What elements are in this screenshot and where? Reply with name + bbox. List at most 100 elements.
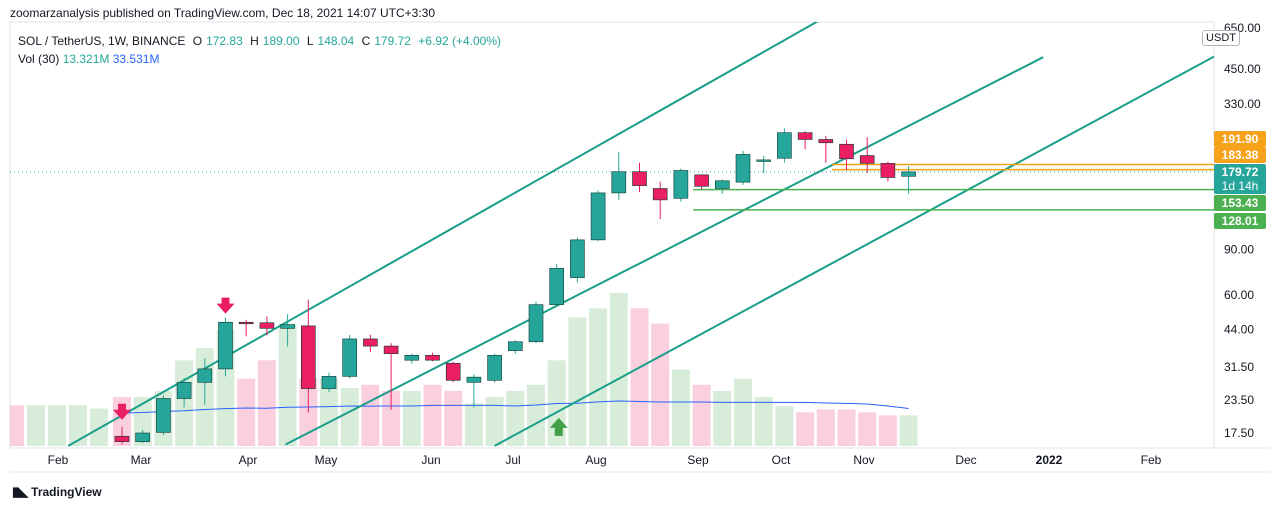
volume-bar (878, 415, 897, 446)
level-tag-128: 128.01 (1222, 214, 1259, 228)
low-value: 148.04 (317, 34, 355, 48)
channel-middle-line (285, 56, 1044, 446)
footer-brand[interactable]: ▮◣ TradingView (12, 484, 102, 500)
volume-bar (48, 405, 66, 446)
volume-bar (402, 390, 421, 446)
high-label: H (250, 34, 259, 48)
candle (590, 192, 606, 241)
candle (218, 321, 233, 370)
volume-bar (113, 397, 131, 446)
candle (425, 354, 440, 361)
price-tick-label: 60.00 (1224, 288, 1254, 302)
volume-bar (775, 406, 794, 446)
time-tick-label: Jul (505, 453, 520, 467)
level-tag-183-bg (1214, 147, 1266, 163)
volume-bar (340, 387, 359, 446)
candle (321, 376, 337, 389)
candle (528, 304, 544, 343)
volume-bar (589, 308, 608, 446)
level-tag-191-bg (1214, 131, 1266, 147)
candle (611, 171, 627, 194)
volume-ma-value: 33.531M (112, 52, 160, 66)
volume-bar (858, 412, 877, 446)
publisher-line: zoomarzanalysis published on TradingView… (10, 6, 436, 20)
open-value: 172.83 (206, 34, 243, 48)
volume-ma-line (121, 400, 909, 414)
volume-bar (651, 323, 670, 446)
time-tick-label: 2022 (1036, 453, 1063, 467)
symbol-title[interactable]: SOL / TetherUS, 1W, BINANCE (18, 34, 186, 48)
open-label: O (192, 34, 203, 48)
high-value: 189.00 (262, 34, 300, 48)
candle (632, 171, 647, 186)
volume-bar (692, 384, 711, 446)
volume-bar (257, 360, 276, 446)
volume-bar (27, 405, 45, 446)
candle (383, 345, 399, 355)
sell-arrow-icon (113, 403, 131, 420)
candle (259, 322, 275, 329)
time-tick-label: Nov (853, 453, 874, 467)
volume-bar (796, 412, 815, 446)
volume-bar (899, 415, 918, 446)
time-tick-label: Jun (421, 453, 440, 467)
price-tick-label: 330.00 (1224, 97, 1261, 111)
volume-bar (69, 405, 87, 446)
volume-bar (10, 405, 24, 446)
tradingview-logo-icon: ▮◣ (12, 484, 28, 499)
candle (300, 325, 316, 389)
currency-selector[interactable]: USDT (1202, 30, 1240, 46)
volume-bar (837, 409, 856, 446)
candle (673, 170, 689, 199)
candle (363, 338, 378, 347)
candle (880, 163, 896, 178)
level-tag-183: 183.38 (1222, 148, 1259, 162)
time-tick-label: Oct (772, 453, 791, 467)
price-tick-label: 44.00 (1224, 323, 1254, 337)
level-tag-153: 153.43 (1222, 196, 1259, 210)
candle (549, 268, 565, 305)
candle (280, 324, 295, 329)
candle (818, 139, 834, 144)
channel-upper-line (67, 22, 819, 447)
candle (342, 338, 358, 377)
price-tick-label: 450.00 (1224, 62, 1261, 76)
volume-bar (382, 390, 401, 446)
time-tick-label: May (315, 453, 338, 467)
candle (135, 432, 150, 442)
plot-area (10, 22, 1214, 447)
volume-bar (671, 369, 690, 446)
volume-bar (609, 293, 628, 446)
price-tick-label: 31.50 (1224, 360, 1254, 374)
volume-bar (423, 384, 442, 446)
price-tick-label: 90.00 (1224, 242, 1254, 256)
time-tick-label: Apr (239, 453, 258, 467)
candle (735, 154, 751, 183)
volume-bar (278, 323, 297, 446)
volume-bar (754, 397, 773, 446)
volume-bar (630, 308, 649, 446)
volume-bar (713, 390, 732, 446)
candle (694, 174, 709, 187)
candle (507, 341, 523, 351)
volume-label[interactable]: Vol (30) (18, 52, 60, 66)
candle (714, 180, 730, 189)
volume-bar (361, 384, 380, 446)
level-tag-128-bg (1214, 213, 1266, 229)
volume-bar (568, 317, 587, 446)
candle (859, 155, 875, 164)
volume-bar (464, 403, 483, 446)
volume-bar (444, 390, 463, 446)
candle (238, 321, 254, 325)
level-tag-153-bg (1214, 195, 1266, 211)
candle (777, 132, 792, 159)
volume-bar (485, 397, 504, 446)
change-value: +6.92 (+4.00%) (418, 34, 502, 48)
candle (114, 435, 130, 442)
volume-legend: Vol (30) 13.321M 33.531M (18, 52, 159, 66)
candle (756, 159, 772, 162)
volume-bar (237, 378, 256, 446)
ohlc-legend: SOL / TetherUS, 1W, BINANCE O 172.83 H 189… (18, 34, 505, 48)
candle (197, 368, 213, 383)
